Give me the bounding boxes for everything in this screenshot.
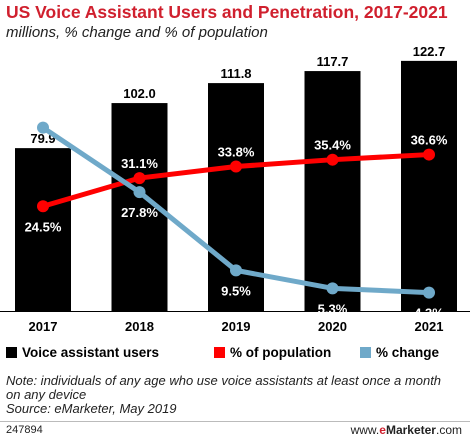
- bar-2021: [401, 60, 457, 311]
- population-value-label-2020: 35.4%: [314, 138, 351, 153]
- legend-swatch-change: [360, 347, 371, 358]
- bar-value-label-2021: 122.7: [413, 46, 446, 59]
- x-tick-label-2018: 2018: [125, 319, 154, 334]
- chart-note: Note: individuals of any age who use voi…: [6, 374, 446, 416]
- population-point-2017: [37, 200, 49, 213]
- legend-item-population: % of population: [214, 345, 331, 360]
- change-value-label-2020: 5.3%: [318, 301, 348, 316]
- population-value-label-2017: 24.5%: [25, 219, 62, 234]
- legend-item-users: Voice assistant users: [6, 345, 159, 360]
- population-point-2019: [230, 160, 242, 173]
- legend-label-population: % of population: [230, 345, 332, 360]
- change-point-2020: [326, 282, 339, 295]
- change-point-2018: [133, 186, 146, 199]
- population-value-label-2018: 31.1%: [121, 156, 158, 171]
- legend: Voice assistant users % of population % …: [6, 345, 466, 363]
- brand-name: Marketer: [385, 423, 436, 437]
- legend-swatch-population: [214, 347, 225, 358]
- population-value-label-2019: 33.8%: [218, 145, 255, 160]
- change-value-label-2021: 4.3%: [414, 306, 444, 321]
- bar-value-label-2018: 102.0: [123, 86, 156, 101]
- footer-divider: [0, 421, 470, 422]
- bar-value-label-2020: 117.7: [317, 54, 349, 69]
- brand-url: www.eMarketer.com: [351, 423, 462, 437]
- legend-item-change: % change: [360, 345, 439, 360]
- chart-subtitle: millions, % change and % of population: [6, 24, 268, 41]
- population-point-2018: [133, 172, 146, 185]
- x-tick-label-2021: 2021: [415, 319, 444, 334]
- note-text: Note: individuals of any age who use voi…: [6, 373, 442, 402]
- chart-id: 247894: [6, 424, 43, 436]
- legend-label-change: % change: [376, 345, 440, 360]
- brand-suffix: .com: [435, 423, 462, 437]
- brand-e-logo: e: [379, 423, 386, 437]
- x-tick-label-2019: 2019: [222, 319, 251, 334]
- bar-2020: [304, 71, 361, 311]
- chart-title: US Voice Assistant Users and Penetration…: [6, 2, 448, 22]
- x-tick-label-2020: 2020: [318, 319, 347, 334]
- bar-2019: [208, 83, 264, 311]
- population-value-label-2021: 36.6%: [411, 133, 448, 148]
- change-value-label-2017: 42.9%: [25, 106, 62, 121]
- change-point-2019: [230, 264, 242, 277]
- population-point-2021: [423, 148, 435, 161]
- x-tick-label-2017: 2017: [29, 319, 58, 334]
- bar-value-label-2019: 111.8: [220, 66, 251, 81]
- population-point-2020: [326, 153, 339, 166]
- change-point-2021: [423, 286, 435, 299]
- source-text: Source: eMarketer, May 2019: [6, 401, 177, 416]
- change-point-2017: [37, 121, 49, 134]
- change-value-label-2019: 9.5%: [221, 283, 251, 298]
- legend-label-users: Voice assistant users: [22, 345, 160, 360]
- change-value-label-2018: 27.8%: [121, 205, 158, 220]
- bar-2017: [15, 148, 71, 311]
- brand-prefix: www.: [350, 423, 380, 437]
- legend-swatch-users: [6, 347, 17, 358]
